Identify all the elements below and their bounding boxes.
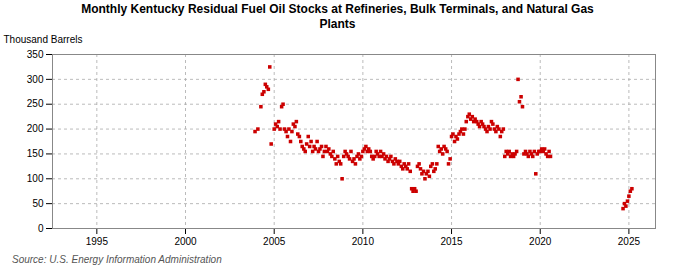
svg-text:2010: 2010 (352, 236, 375, 247)
svg-text:2020: 2020 (529, 236, 552, 247)
svg-text:350: 350 (27, 49, 44, 60)
svg-text:250: 250 (27, 98, 44, 109)
svg-text:100: 100 (27, 173, 44, 184)
svg-text:Thousand Barrels: Thousand Barrels (4, 34, 83, 45)
html-text:Monthly Kentucky Residual Fuel: Monthly Kentucky Residual Fuel Oil Stock… (81, 2, 594, 31)
svg-text:0: 0 (38, 223, 44, 234)
svg-text:2025: 2025 (618, 236, 641, 247)
svg-text:2005: 2005 (263, 236, 286, 247)
svg-text:50: 50 (32, 198, 44, 209)
html-text:Source: U.S. Energy Informatio: Source: U.S. Energy Information Administ… (12, 254, 222, 265)
svg-text:300: 300 (27, 74, 44, 85)
svg-text:2000: 2000 (174, 236, 197, 247)
svg-text:200: 200 (27, 123, 44, 134)
svg-text:150: 150 (27, 148, 44, 159)
svg-text:1995: 1995 (86, 236, 109, 247)
svg-text:2015: 2015 (440, 236, 463, 247)
